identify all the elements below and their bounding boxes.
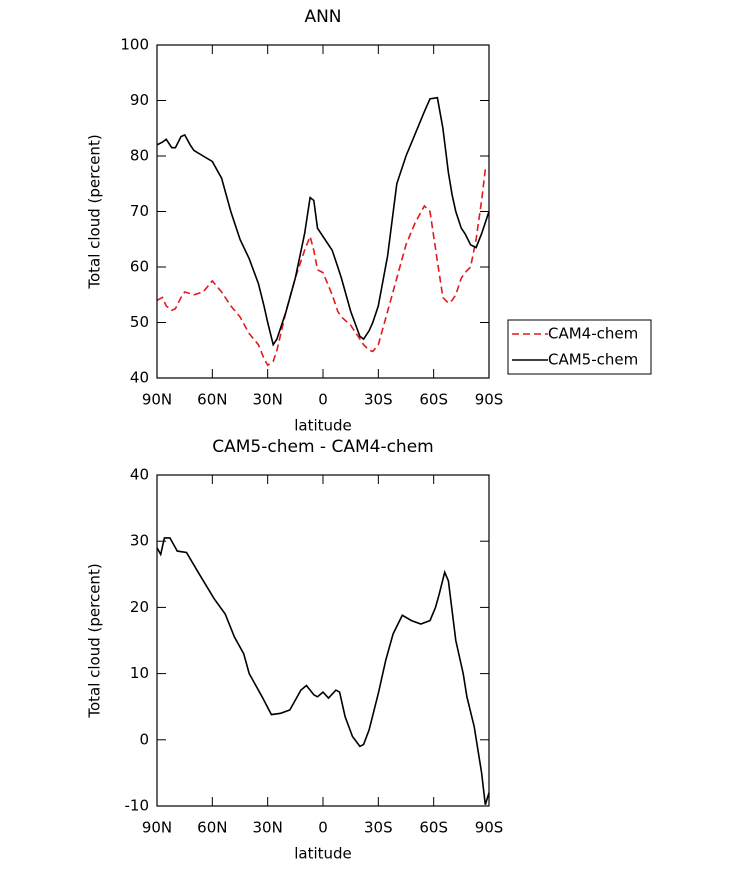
x-tick-label: 60S: [419, 391, 448, 409]
y-tick-label: 90: [130, 91, 149, 109]
y-tick-label: 20: [130, 598, 149, 616]
chart-title: CAM5-chem - CAM4-chem: [212, 437, 433, 457]
y-tick-label: 40: [130, 466, 149, 484]
x-tick-label: 60N: [197, 819, 227, 837]
data-line: [156, 166, 490, 367]
y-tick-label: 30: [130, 532, 149, 550]
y-tick-label: 60: [130, 258, 149, 276]
x-tick-label: 60S: [419, 819, 448, 837]
legend-label: CAM5-chem: [548, 351, 638, 369]
y-tick-label: 40: [130, 369, 149, 387]
x-tick-label: 0: [318, 391, 328, 409]
y-tick-label: 10: [130, 664, 149, 682]
chart-title: ANN: [304, 7, 341, 27]
plot-frame: [156, 44, 490, 379]
chart-panel: CAM5-chem - CAM4-chem latitude Total cloud…: [86, 437, 504, 863]
x-tick-label: 30S: [364, 819, 393, 837]
x-axis-label: latitude: [294, 845, 352, 863]
x-tick-label: 90N: [142, 819, 172, 837]
x-axis-label: latitude: [294, 417, 352, 435]
x-tick-label: 90S: [475, 819, 504, 837]
data-line: [156, 96, 490, 347]
x-tick-label: 30N: [253, 391, 283, 409]
y-tick-label: 80: [130, 147, 149, 165]
plot-frame: [156, 474, 490, 807]
x-tick-label: 90S: [475, 391, 504, 409]
x-tick-label: 0: [318, 819, 328, 837]
x-tick-label: 30N: [253, 819, 283, 837]
data-line: [156, 537, 490, 805]
legend-label: CAM4-chem: [548, 325, 638, 343]
y-axis-label: Total cloud (percent): [86, 563, 104, 718]
y-axis-label: Total cloud (percent): [86, 134, 104, 289]
y-tick-label: 50: [130, 313, 149, 331]
y-tick-label: 100: [120, 36, 149, 54]
chart-panel: ANN latitude Total cloud (percent) 40 50 60 70…: [86, 7, 652, 435]
y-tick-label: -10: [125, 797, 150, 815]
x-tick-label: 60N: [197, 391, 227, 409]
x-tick-label: 30S: [364, 391, 393, 409]
y-tick-label: 0: [139, 730, 149, 748]
legend-box: [507, 319, 652, 375]
x-tick-label: 90N: [142, 391, 172, 409]
y-tick-label: 70: [130, 202, 149, 220]
